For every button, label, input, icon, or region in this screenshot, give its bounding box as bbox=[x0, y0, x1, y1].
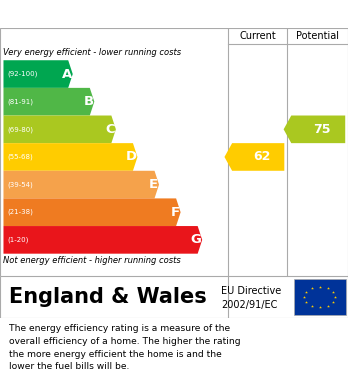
Text: Energy Efficiency Rating: Energy Efficiency Rating bbox=[9, 7, 230, 22]
Text: England & Wales: England & Wales bbox=[9, 287, 206, 307]
Text: 2002/91/EC: 2002/91/EC bbox=[221, 300, 277, 310]
Text: (92-100): (92-100) bbox=[8, 71, 38, 77]
Polygon shape bbox=[3, 171, 159, 198]
Text: (21-38): (21-38) bbox=[8, 209, 33, 215]
Text: Not energy efficient - higher running costs: Not energy efficient - higher running co… bbox=[3, 256, 181, 265]
Text: (55-68): (55-68) bbox=[8, 154, 33, 160]
Polygon shape bbox=[3, 198, 181, 226]
Text: E: E bbox=[149, 178, 158, 191]
Polygon shape bbox=[224, 143, 284, 171]
Text: The energy efficiency rating is a measure of the
overall efficiency of a home. T: The energy efficiency rating is a measur… bbox=[9, 324, 240, 371]
Text: A: A bbox=[62, 68, 72, 81]
Polygon shape bbox=[3, 88, 94, 115]
Bar bbox=[294, 278, 346, 316]
Text: C: C bbox=[105, 123, 115, 136]
Text: Very energy efficient - lower running costs: Very energy efficient - lower running co… bbox=[3, 48, 182, 57]
Polygon shape bbox=[3, 226, 202, 254]
Polygon shape bbox=[284, 115, 345, 143]
Polygon shape bbox=[3, 143, 137, 171]
Text: Potential: Potential bbox=[296, 31, 339, 41]
Text: G: G bbox=[191, 233, 201, 246]
Text: (1-20): (1-20) bbox=[8, 237, 29, 243]
Text: D: D bbox=[126, 151, 137, 163]
Text: 62: 62 bbox=[253, 151, 270, 163]
Text: (39-54): (39-54) bbox=[8, 181, 33, 188]
Text: (81-91): (81-91) bbox=[8, 99, 34, 105]
Polygon shape bbox=[3, 115, 116, 143]
Text: B: B bbox=[84, 95, 94, 108]
Text: 75: 75 bbox=[313, 123, 331, 136]
Text: EU Directive: EU Directive bbox=[221, 286, 281, 296]
Polygon shape bbox=[3, 60, 73, 88]
Text: F: F bbox=[171, 206, 180, 219]
Text: Current: Current bbox=[239, 31, 276, 41]
Text: (69-80): (69-80) bbox=[8, 126, 34, 133]
